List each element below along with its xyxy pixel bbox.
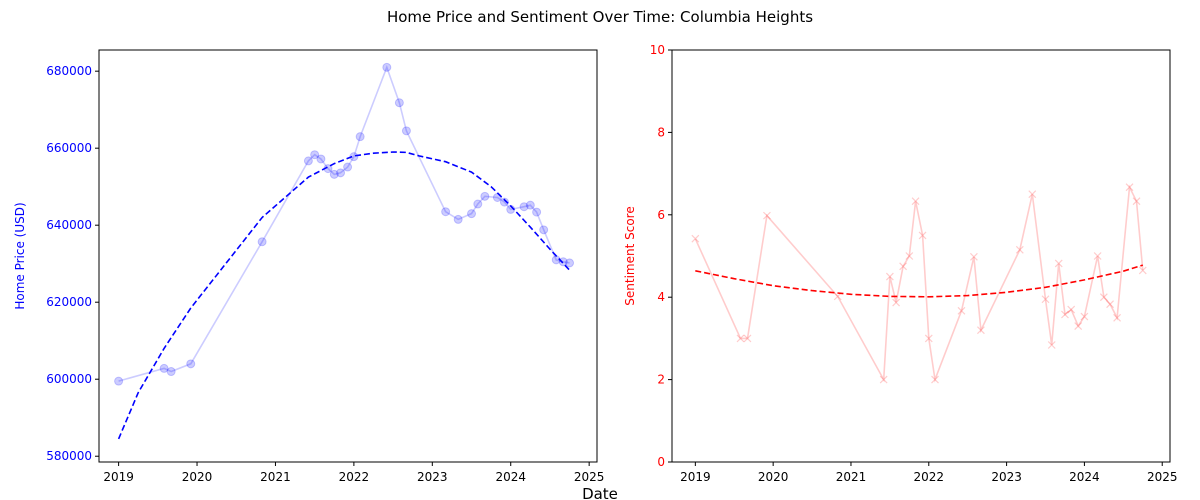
x-tick-label: 2023 bbox=[991, 470, 1022, 484]
data-point bbox=[957, 306, 966, 315]
axes-frame bbox=[671, 49, 1171, 463]
y-tick-label: 10 bbox=[650, 43, 665, 57]
data-point bbox=[924, 334, 933, 343]
data-point bbox=[310, 150, 320, 160]
data-point bbox=[480, 191, 490, 201]
data-point bbox=[343, 162, 353, 172]
data-point bbox=[336, 168, 346, 178]
data-point bbox=[911, 197, 920, 206]
y-tick-label: 0 bbox=[657, 455, 665, 469]
x-tick-label: 2025 bbox=[574, 470, 605, 484]
data-point bbox=[303, 156, 313, 166]
data-point bbox=[976, 326, 985, 335]
data-point bbox=[1106, 300, 1115, 309]
data-point bbox=[969, 252, 978, 261]
data-point bbox=[885, 272, 894, 281]
data-point bbox=[1099, 293, 1108, 302]
data-point bbox=[743, 334, 752, 343]
data-point bbox=[1080, 312, 1089, 321]
x-tick-label: 2021 bbox=[260, 470, 291, 484]
data-point bbox=[382, 62, 392, 72]
data-point bbox=[257, 237, 267, 247]
data-point bbox=[763, 211, 771, 220]
data-point bbox=[467, 209, 477, 219]
axes-frame bbox=[98, 49, 598, 463]
x-axis-label: Date bbox=[582, 485, 618, 500]
data-point bbox=[1125, 183, 1134, 192]
y-axis-label: Sentiment Score bbox=[623, 206, 637, 305]
x-tick-label: 2020 bbox=[758, 470, 789, 484]
x-tick-label: 2024 bbox=[1069, 470, 1100, 484]
x-tick-label: 2023 bbox=[417, 470, 448, 484]
y-tick-label: 580000 bbox=[46, 449, 92, 463]
x-tick-label: 2019 bbox=[103, 470, 134, 484]
data-point bbox=[1028, 190, 1037, 199]
data-point bbox=[316, 154, 326, 164]
y-tick-label: 4 bbox=[657, 290, 665, 304]
x-tick-label: 2019 bbox=[680, 470, 711, 484]
y-tick-label: 6 bbox=[657, 208, 665, 222]
data-point bbox=[159, 363, 169, 373]
data-point bbox=[879, 375, 888, 384]
x-tick-label: 2020 bbox=[182, 470, 213, 484]
price-chart-panel: 2019 2020 2021 2022 2023 2024 2025 580000 600000… bbox=[13, 49, 605, 484]
data-point bbox=[473, 199, 483, 209]
data-point bbox=[1041, 295, 1050, 304]
data-point bbox=[1132, 197, 1141, 206]
data-point bbox=[931, 375, 939, 384]
y-tick-label: 8 bbox=[657, 125, 665, 139]
y-tick-label: 620000 bbox=[46, 295, 92, 309]
data-point bbox=[1067, 305, 1076, 314]
data-point bbox=[441, 207, 451, 217]
figure-title: Home Price and Sentiment Over Time: Colu… bbox=[387, 8, 813, 26]
trend-line bbox=[117, 151, 571, 440]
data-point bbox=[736, 334, 745, 343]
data-point bbox=[355, 132, 365, 142]
data-point bbox=[905, 252, 914, 260]
data-point bbox=[1138, 266, 1147, 275]
data-line bbox=[118, 64, 570, 382]
data-point bbox=[1054, 259, 1063, 268]
data-point bbox=[1047, 341, 1056, 349]
trend-line bbox=[695, 264, 1144, 298]
x-tick-label: 2021 bbox=[836, 470, 867, 484]
data-point bbox=[532, 207, 542, 217]
data-point bbox=[1074, 322, 1083, 330]
x-tick-label: 2022 bbox=[339, 470, 370, 484]
data-point bbox=[1113, 313, 1122, 322]
y-tick-label: 660000 bbox=[46, 141, 92, 155]
data-point bbox=[892, 298, 901, 307]
data-line bbox=[694, 184, 1144, 383]
y-tick-label: 640000 bbox=[46, 218, 92, 232]
data-point bbox=[499, 197, 509, 207]
data-point bbox=[918, 231, 927, 240]
y-axis-label: Home Price (USD) bbox=[13, 202, 27, 309]
sentiment-chart-panel: 2019 2020 2021 2022 2023 2024 2025 0 2 4 6 8 10 Senti… bbox=[623, 43, 1177, 484]
data-point bbox=[1061, 310, 1069, 319]
data-point bbox=[1015, 245, 1024, 254]
data-point bbox=[166, 367, 176, 377]
data-point bbox=[186, 359, 196, 369]
y-tick-label: 600000 bbox=[46, 372, 92, 386]
data-point bbox=[329, 169, 339, 179]
data-point bbox=[453, 214, 463, 224]
data-point bbox=[1093, 252, 1102, 260]
data-point bbox=[519, 202, 529, 212]
data-point bbox=[525, 200, 535, 210]
data-point bbox=[558, 257, 568, 267]
data-point bbox=[114, 376, 124, 386]
data-point bbox=[401, 126, 411, 136]
data-point bbox=[394, 98, 404, 108]
x-tick-label: 2024 bbox=[495, 470, 526, 484]
data-point bbox=[691, 234, 700, 243]
data-point bbox=[565, 258, 575, 268]
x-tick-label: 2025 bbox=[1147, 470, 1178, 484]
data-point bbox=[539, 225, 549, 235]
x-tick-label: 2022 bbox=[914, 470, 945, 484]
y-tick-label: 2 bbox=[657, 373, 665, 387]
data-point bbox=[899, 262, 908, 271]
y-tick-label: 680000 bbox=[46, 64, 92, 78]
